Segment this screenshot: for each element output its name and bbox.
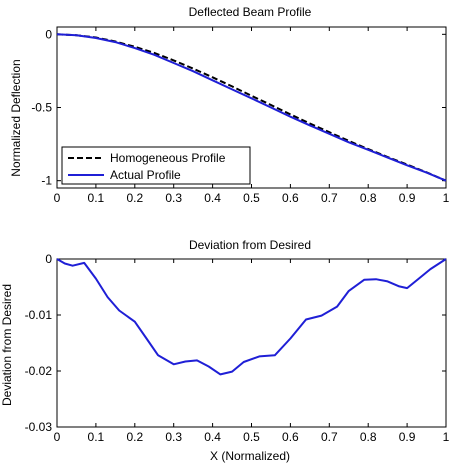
bottom-x-tick-label: 0 (54, 430, 61, 444)
legend-label-homogeneous: Homogeneous Profile (110, 151, 226, 165)
top-x-tick-label: 0.6 (282, 191, 299, 205)
bottom-y-tick-label: -0.02 (25, 364, 53, 378)
top-x-tick-label: 0.4 (204, 191, 221, 205)
bottom-x-axis-label: X (Normalized) (210, 449, 290, 463)
bottom-chart-title: Deviation from Desired (189, 238, 311, 252)
bottom-x-tick-label: 0.2 (126, 430, 143, 444)
bottom-y-tick-label: -0.03 (25, 420, 53, 434)
top-x-tick-label: 0.3 (165, 191, 182, 205)
bottom-x-tick-label: 0.1 (88, 430, 105, 444)
top-y-tick-label: -1 (41, 174, 52, 188)
bottom-y-tick-label: -0.01 (25, 308, 53, 322)
bottom-y-tick-label: 0 (45, 252, 52, 266)
deviation-from-desired-plot: Deviation from Desired Deviation from De… (0, 238, 450, 463)
bottom-y-axis-label: Deviation from Desired (0, 284, 14, 406)
top-x-tick-label: 1 (443, 191, 450, 205)
bottom-axis-ticks: 0 0.1 0.2 0.3 0.4 0.5 0.6 0.7 0.8 0.9 1 0 -0.01 -0.02… (25, 252, 450, 444)
bottom-axes-frame (56, 258, 447, 428)
bottom-x-tick-label: 0.3 (165, 430, 182, 444)
top-y-tick-label: 0 (45, 27, 52, 41)
top-series-group (56, 33, 447, 182)
bottom-series-group (56, 258, 447, 376)
bottom-x-tick-label: 0.6 (282, 430, 299, 444)
bottom-series-line-0 (56, 258, 447, 376)
top-axis-ticks: 0 0.1 0.2 0.3 0.4 0.5 0.6 0.7 0.8 0.9 1 0 -0.5 -1 (31, 27, 450, 205)
legend-box (61, 146, 251, 185)
bottom-x-tick-label: 0.4 (204, 430, 221, 444)
top-chart-title: Deflected Beam Profile (189, 5, 312, 19)
top-x-tick-label: 0.2 (126, 191, 143, 205)
bottom-x-tick-label: 0.9 (399, 430, 416, 444)
top-x-tick-label: 0.9 (399, 191, 416, 205)
top-x-tick-label: 0 (54, 191, 61, 205)
top-x-tick-label: 0.5 (243, 191, 260, 205)
top-x-tick-label: 0.8 (360, 191, 377, 205)
top-y-tick-label: -0.5 (31, 101, 52, 115)
top-x-tick-label: 0.1 (88, 191, 105, 205)
bottom-x-tick-label: 1 (443, 430, 450, 444)
top-y-axis-label: Normalized Deflection (9, 59, 23, 176)
bottom-x-tick-label: 0.8 (360, 430, 377, 444)
legend-label-actual: Actual Profile (110, 168, 181, 182)
bottom-x-tick-label: 0.7 (321, 430, 338, 444)
bottom-x-tick-label: 0.5 (243, 430, 260, 444)
top-series-line-1 (56, 33, 447, 182)
top-x-tick-label: 0.7 (321, 191, 338, 205)
top-legend: Homogeneous Profile Actual Profile (61, 146, 251, 185)
deflected-beam-profile-plot: Deflected Beam Profile Normalized Deflec… (9, 5, 450, 205)
